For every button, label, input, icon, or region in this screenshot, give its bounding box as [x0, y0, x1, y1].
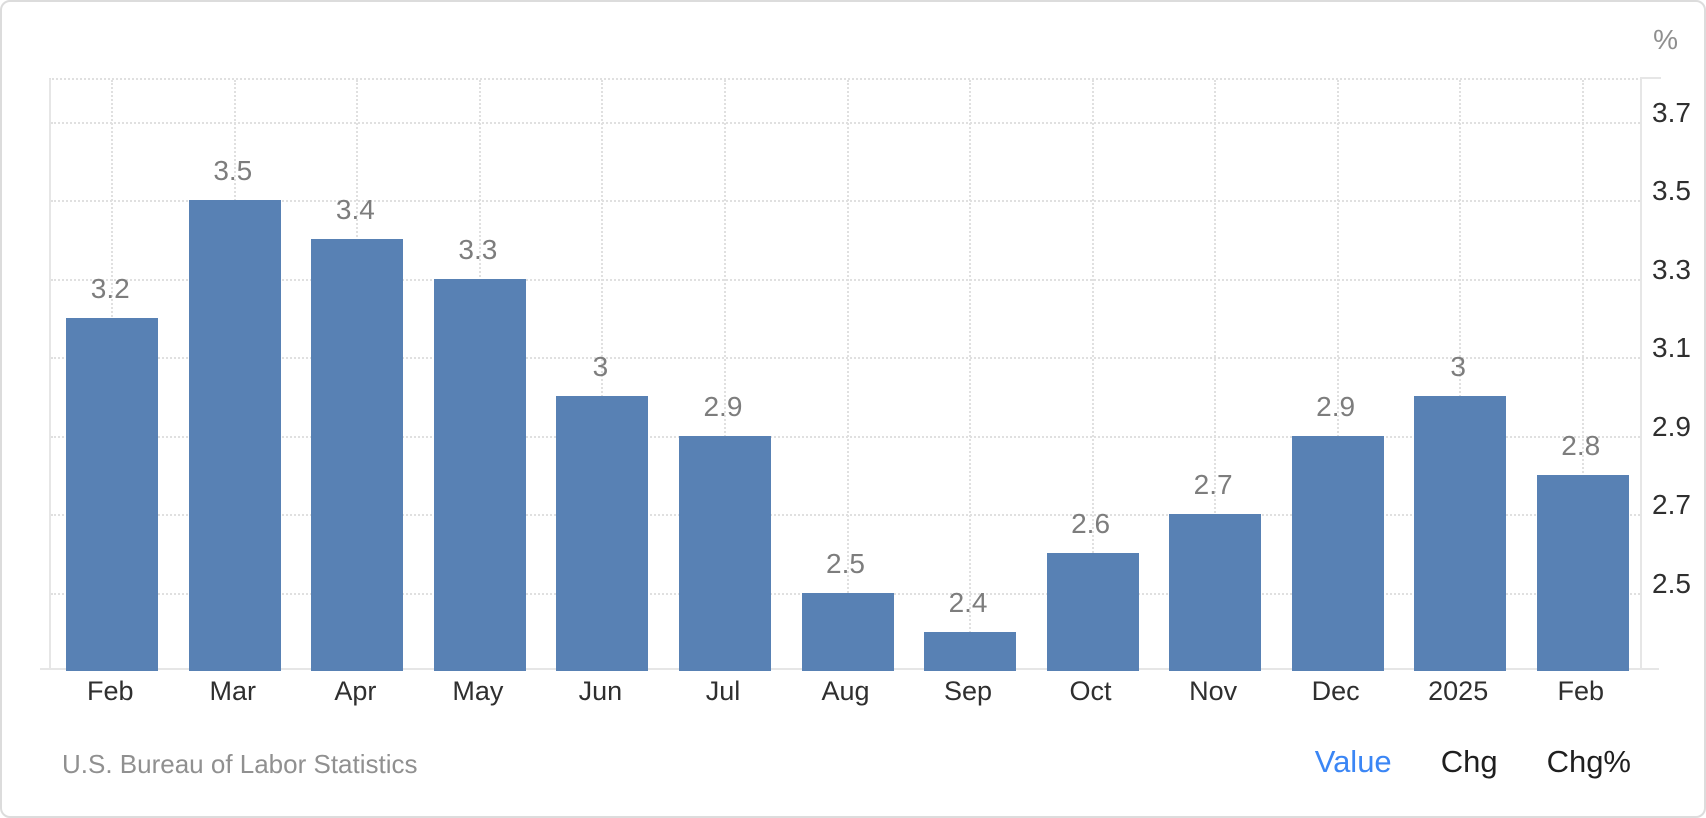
bar-value-label: 2.6 — [1071, 508, 1111, 540]
bar-value-label: 2.8 — [1561, 429, 1601, 461]
y-axis-tick-label: 3.7 — [1652, 96, 1691, 128]
bar[interactable] — [433, 278, 526, 671]
x-axis-tick-label: Feb — [87, 676, 134, 706]
x-axis-tick-label: Apr — [334, 676, 377, 706]
gridline — [1214, 80, 1217, 669]
bar[interactable] — [1169, 514, 1262, 671]
gridline — [1091, 80, 1094, 669]
gridline — [51, 121, 1640, 124]
x-axis-tick-label: Jul — [705, 676, 741, 706]
y-axis-tick-label: 3.3 — [1652, 253, 1691, 285]
bar[interactable] — [924, 631, 1017, 671]
gridline — [51, 200, 1640, 202]
footer-link-chg[interactable]: Chg — [1440, 744, 1498, 779]
gridline — [51, 357, 1640, 359]
gridline — [51, 435, 1640, 438]
y-axis-tick-label: 3.5 — [1652, 175, 1691, 206]
bar[interactable] — [188, 200, 281, 671]
bar[interactable] — [1414, 396, 1507, 671]
bar-value-label: 2.9 — [1316, 390, 1356, 422]
y-axis-top-tick — [1640, 77, 1661, 79]
y-axis-tick-label: 2.5 — [1652, 567, 1691, 599]
plot-area — [49, 78, 1642, 671]
bar-value-label: 2.5 — [826, 547, 865, 579]
gridline — [969, 80, 972, 669]
gridline — [846, 80, 849, 669]
bar-value-label: 2.4 — [948, 586, 988, 618]
bar[interactable] — [1046, 553, 1139, 671]
footer-link-value[interactable]: Value — [1314, 744, 1392, 779]
bar[interactable] — [801, 592, 894, 671]
y-axis-tick-label: 2.9 — [1652, 410, 1691, 442]
gridline — [51, 514, 1640, 516]
x-axis-tick-label: Aug — [821, 676, 870, 706]
y-axis-unit-label: % — [1653, 24, 1678, 55]
x-axis-tick-label: Dec — [1311, 676, 1360, 706]
bar-value-label: 3.2 — [90, 272, 130, 304]
bar-value-label: 3 — [1450, 351, 1466, 383]
gridline — [1459, 80, 1462, 669]
x-axis-tick-label: Feb — [1557, 676, 1604, 706]
bar[interactable] — [1536, 474, 1629, 671]
bar-value-label: 2.9 — [703, 390, 743, 422]
gridline — [51, 278, 1640, 281]
chart-mode-links: Value Chg Chg% — [1315, 744, 1631, 780]
bar[interactable] — [556, 396, 649, 671]
bar-value-label: 3 — [592, 351, 609, 383]
y-axis-tick-label: 2.7 — [1652, 489, 1691, 520]
gridline — [601, 80, 604, 669]
bar[interactable] — [1291, 435, 1384, 671]
x-axis-tick-label: Oct — [1069, 676, 1112, 706]
gridline — [723, 80, 726, 669]
x-axis-tick-label: Sep — [944, 676, 993, 706]
x-axis-tick-label: Mar — [209, 676, 257, 706]
y-axis-tick-label: 3.1 — [1652, 332, 1691, 363]
bar-value-label: 2.7 — [1193, 469, 1233, 500]
bar[interactable] — [311, 239, 404, 671]
footer-link-chgpct[interactable]: Chg% — [1546, 744, 1631, 779]
bar-value-label: 3.4 — [335, 194, 375, 226]
x-axis-tick-label: 2025 — [1428, 676, 1489, 706]
x-axis-tick-label: May — [452, 676, 504, 706]
source-attribution: U.S. Bureau of Labor Statistics — [62, 749, 418, 779]
bar[interactable] — [678, 435, 771, 671]
gridline — [1336, 80, 1339, 669]
x-axis-tick-label: Jun — [578, 676, 623, 706]
bar[interactable] — [66, 317, 159, 671]
bar-value-label: 3.3 — [458, 233, 498, 265]
gridline — [1581, 80, 1584, 669]
bar-value-label: 3.5 — [213, 155, 253, 186]
x-axis-tick-label: Nov — [1189, 676, 1238, 706]
